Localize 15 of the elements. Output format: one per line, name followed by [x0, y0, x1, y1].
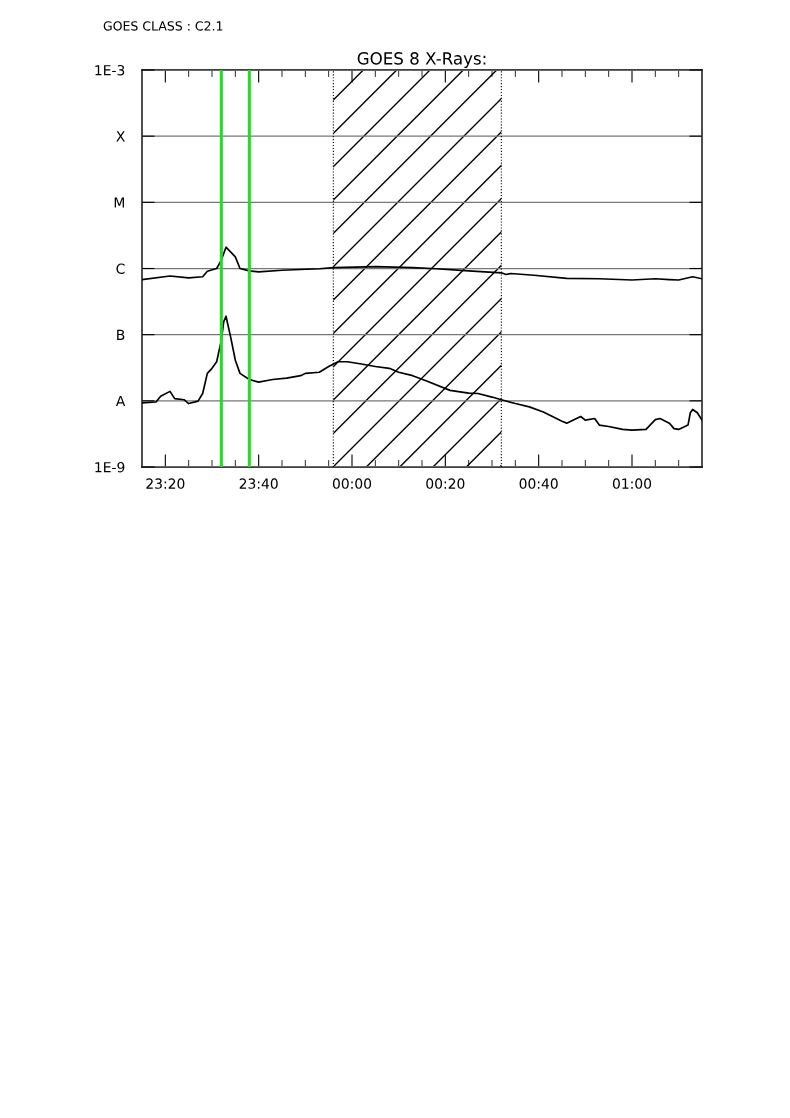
- x-tick-label: 00:20: [426, 478, 465, 489]
- x-tick-label: 00:40: [519, 478, 558, 489]
- x-tick-label: 23:20: [146, 478, 185, 489]
- y-tick-label: C: [116, 263, 125, 274]
- y-tick-label: X: [116, 131, 125, 142]
- y-tick-label: 1E-9: [95, 461, 125, 473]
- chart-title: GOES 8 X-Rays:: [357, 52, 486, 68]
- y-tick-label: A: [115, 395, 126, 407]
- y-tick-label: M: [114, 197, 124, 208]
- y-tick-label: B: [117, 329, 125, 340]
- x-tick-label: 23:40: [239, 478, 278, 489]
- y-tick-label: 1E-3: [95, 64, 125, 76]
- x-tick-label: 01:00: [612, 478, 652, 489]
- x-tick-label: 00:00: [332, 478, 372, 489]
- text: GOES CLASS : C2.1: [103, 21, 223, 31]
